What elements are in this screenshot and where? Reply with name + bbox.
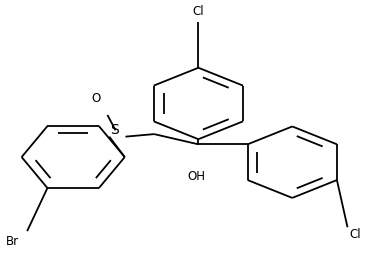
Text: OH: OH	[188, 170, 206, 183]
Text: Br: Br	[6, 235, 19, 248]
Text: Cl: Cl	[349, 228, 361, 241]
Text: S: S	[111, 123, 119, 137]
Text: Cl: Cl	[193, 5, 204, 18]
Text: O: O	[92, 92, 101, 105]
